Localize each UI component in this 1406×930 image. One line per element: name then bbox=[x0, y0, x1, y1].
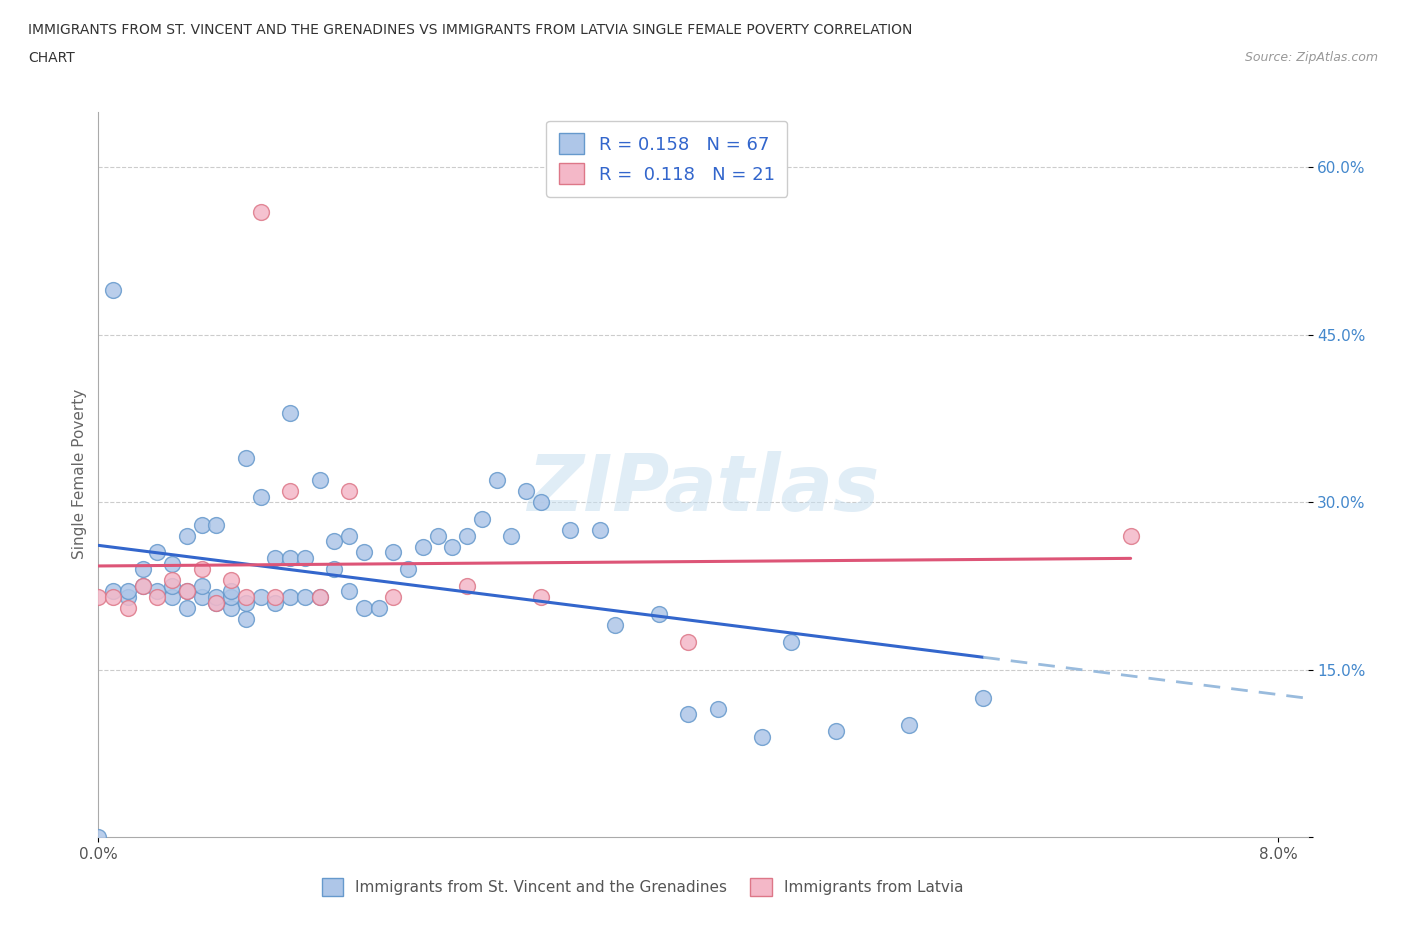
Point bbox=[426, 528, 449, 543]
Point bbox=[117, 584, 139, 599]
Point bbox=[131, 578, 153, 593]
Point bbox=[337, 584, 360, 599]
Point bbox=[146, 584, 169, 599]
Point bbox=[353, 545, 375, 560]
Point bbox=[589, 523, 612, 538]
Point bbox=[706, 701, 728, 716]
Point bbox=[264, 551, 287, 565]
Point bbox=[176, 584, 198, 599]
Point bbox=[176, 601, 198, 616]
Point bbox=[485, 472, 508, 487]
Point bbox=[249, 205, 271, 219]
Point bbox=[117, 601, 139, 616]
Point bbox=[264, 590, 287, 604]
Point bbox=[323, 534, 346, 549]
Point bbox=[972, 690, 994, 705]
Point bbox=[87, 830, 110, 844]
Point bbox=[337, 528, 360, 543]
Text: ZIPatlas: ZIPatlas bbox=[527, 451, 879, 526]
Point bbox=[441, 539, 464, 554]
Point bbox=[560, 523, 582, 538]
Point bbox=[678, 707, 700, 722]
Point bbox=[219, 573, 242, 588]
Point bbox=[501, 528, 523, 543]
Point bbox=[1119, 528, 1142, 543]
Point bbox=[190, 517, 212, 532]
Point bbox=[353, 601, 375, 616]
Point bbox=[456, 528, 478, 543]
Point bbox=[648, 606, 671, 621]
Point bbox=[308, 590, 330, 604]
Point bbox=[824, 724, 846, 738]
Point bbox=[412, 539, 434, 554]
Point bbox=[176, 584, 198, 599]
Point bbox=[160, 578, 183, 593]
Point bbox=[603, 618, 626, 632]
Point bbox=[219, 590, 242, 604]
Point bbox=[249, 489, 271, 504]
Point bbox=[780, 634, 803, 649]
Point bbox=[751, 729, 773, 744]
Point bbox=[219, 584, 242, 599]
Point bbox=[235, 450, 257, 465]
Point bbox=[264, 595, 287, 610]
Point bbox=[396, 562, 419, 577]
Point bbox=[471, 512, 494, 526]
Point bbox=[160, 590, 183, 604]
Point bbox=[678, 634, 700, 649]
Point bbox=[205, 595, 228, 610]
Point bbox=[249, 590, 271, 604]
Point bbox=[87, 590, 110, 604]
Point bbox=[146, 545, 169, 560]
Point bbox=[898, 718, 921, 733]
Point bbox=[190, 562, 212, 577]
Point bbox=[294, 551, 316, 565]
Point bbox=[235, 612, 257, 627]
Point bbox=[515, 484, 537, 498]
Point bbox=[323, 562, 346, 577]
Point bbox=[278, 405, 301, 420]
Point bbox=[190, 590, 212, 604]
Point bbox=[190, 578, 212, 593]
Point bbox=[205, 595, 228, 610]
Point bbox=[205, 590, 228, 604]
Point bbox=[456, 578, 478, 593]
Point bbox=[131, 562, 153, 577]
Point bbox=[160, 573, 183, 588]
Point bbox=[146, 590, 169, 604]
Point bbox=[294, 590, 316, 604]
Point bbox=[530, 590, 553, 604]
Point bbox=[131, 578, 153, 593]
Text: Source: ZipAtlas.com: Source: ZipAtlas.com bbox=[1244, 51, 1378, 64]
Text: IMMIGRANTS FROM ST. VINCENT AND THE GRENADINES VS IMMIGRANTS FROM LATVIA SINGLE : IMMIGRANTS FROM ST. VINCENT AND THE GREN… bbox=[28, 23, 912, 37]
Y-axis label: Single Female Poverty: Single Female Poverty bbox=[72, 389, 87, 560]
Point bbox=[117, 590, 139, 604]
Point bbox=[101, 283, 124, 298]
Point bbox=[308, 590, 330, 604]
Point bbox=[382, 590, 405, 604]
Point bbox=[176, 528, 198, 543]
Point bbox=[205, 517, 228, 532]
Point bbox=[367, 601, 389, 616]
Point bbox=[235, 590, 257, 604]
Point bbox=[278, 484, 301, 498]
Point bbox=[160, 556, 183, 571]
Point bbox=[337, 484, 360, 498]
Point bbox=[308, 472, 330, 487]
Point bbox=[101, 584, 124, 599]
Point bbox=[530, 495, 553, 510]
Legend: Immigrants from St. Vincent and the Grenadines, Immigrants from Latvia: Immigrants from St. Vincent and the Gren… bbox=[315, 872, 970, 902]
Point bbox=[278, 551, 301, 565]
Point bbox=[278, 590, 301, 604]
Text: CHART: CHART bbox=[28, 51, 75, 65]
Point bbox=[219, 601, 242, 616]
Point bbox=[235, 595, 257, 610]
Point bbox=[101, 590, 124, 604]
Point bbox=[382, 545, 405, 560]
